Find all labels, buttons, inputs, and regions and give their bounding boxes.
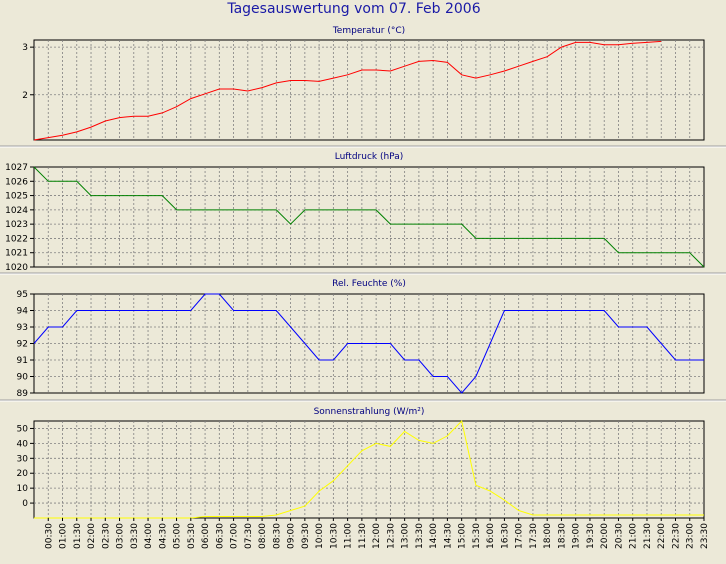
x-tick-label: 19:00 xyxy=(572,523,582,549)
x-tick-label: 06:30 xyxy=(215,523,225,549)
y-tick-label: 1025 xyxy=(5,192,28,202)
x-tick-label: 19:30 xyxy=(586,523,596,549)
plot-area xyxy=(33,39,705,141)
y-tick-label: 1027 xyxy=(5,163,28,173)
x-tick-label: 07:00 xyxy=(230,523,240,549)
x-tick-label: 06:00 xyxy=(201,523,211,549)
panel-title: Rel. Feuchte (%) xyxy=(332,279,406,289)
x-tick-label: 02:00 xyxy=(87,523,97,549)
y-tick-label: 94 xyxy=(17,307,29,317)
x-tick-label: 21:00 xyxy=(629,523,639,549)
y-tick-label: 1022 xyxy=(5,234,28,244)
x-tick-label: 03:30 xyxy=(130,523,140,549)
x-tick-label: 12:30 xyxy=(386,523,396,549)
y-tick-label: 40 xyxy=(17,439,29,449)
panel-title: Luftdruck (hPa) xyxy=(335,152,404,162)
x-tick-label: 14:00 xyxy=(429,523,439,549)
x-tick-label: 05:30 xyxy=(187,523,197,549)
y-tick-label: 1021 xyxy=(5,249,28,259)
plot-area xyxy=(33,166,705,268)
y-tick-label: 89 xyxy=(17,389,29,399)
panel-luftdruck-hpa: Luftdruck (hPa) 1020 1021 1022 1023 1024 1025 1… xyxy=(0,152,726,275)
panel-title: Temperatur (°C) xyxy=(332,26,405,36)
series-line-luftdruck-hpa xyxy=(33,166,705,268)
y-tick-label: 50 xyxy=(17,424,29,434)
x-tick-label: 11:00 xyxy=(344,523,354,549)
x-tick-label: 17:30 xyxy=(529,523,539,549)
plot-area xyxy=(33,420,705,519)
series-line-rel-feuchte xyxy=(33,293,704,394)
x-tick-label: 18:30 xyxy=(557,523,567,549)
y-tick-label: 90 xyxy=(17,373,29,383)
x-tick-label: 02:30 xyxy=(101,523,111,549)
x-tick-label: 01:30 xyxy=(73,523,83,549)
panel-rel-feuchte: Rel. Feuchte (%) 89 90 91 92 93 94 95 xyxy=(0,279,726,402)
time-axis: 00:30 01:00 01:30 02:00 02:30 03:00 03:30 04:00… xyxy=(44,518,710,549)
x-tick-label: 17:00 xyxy=(515,523,525,549)
x-tick-label: 14:30 xyxy=(443,523,453,549)
main-title: Tagesauswertung vom 07. Feb 2006 xyxy=(226,1,480,17)
x-tick-label: 09:00 xyxy=(287,523,297,549)
x-tick-label: 20:30 xyxy=(614,523,624,549)
x-tick-label: 18:00 xyxy=(543,523,553,549)
x-tick-label: 03:00 xyxy=(116,523,126,549)
x-tick-label: 15:30 xyxy=(472,523,482,549)
x-tick-label: 16:00 xyxy=(486,523,496,549)
x-tick-label: 00:30 xyxy=(44,523,54,549)
x-tick-label: 16:30 xyxy=(500,523,510,549)
y-tick-label: 95 xyxy=(17,290,28,300)
x-tick-label: 22:00 xyxy=(657,523,667,549)
x-tick-label: 12:00 xyxy=(372,523,382,549)
x-tick-label: 08:00 xyxy=(258,523,268,549)
y-tick-label: 1023 xyxy=(5,220,28,230)
y-tick-label: 92 xyxy=(17,340,28,350)
x-tick-label: 13:00 xyxy=(401,523,411,549)
y-tick-label: 1020 xyxy=(5,263,28,273)
y-tick-label: 30 xyxy=(17,454,29,464)
y-tick-label: 0 xyxy=(22,499,28,509)
series-line-sonnenstrahlung-w-m xyxy=(34,419,704,519)
x-tick-label: 04:30 xyxy=(158,523,168,549)
y-tick-label: 10 xyxy=(17,484,29,494)
x-tick-label: 22:30 xyxy=(671,523,681,549)
y-tick-label: 20 xyxy=(17,469,29,479)
x-tick-label: 04:00 xyxy=(144,523,154,549)
x-tick-label: 15:00 xyxy=(458,523,468,549)
panel-sonnenstrahlung-w-m: Sonnenstrahlung (W/m²) 0 10 20 30 40 50 xyxy=(17,407,705,519)
x-tick-label: 10:30 xyxy=(329,523,339,549)
x-tick-label: 11:30 xyxy=(358,523,368,549)
y-tick-label: 91 xyxy=(17,356,28,366)
y-tick-label: 1026 xyxy=(5,177,28,187)
y-tick-label: 2 xyxy=(22,91,28,101)
x-tick-label: 07:30 xyxy=(244,523,254,549)
y-tick-label: 3 xyxy=(22,43,28,53)
y-tick-label: 93 xyxy=(17,323,28,333)
x-tick-label: 05:00 xyxy=(173,523,183,549)
x-tick-label: 21:30 xyxy=(643,523,653,549)
panel-temperatur-c: Temperatur (°C) 2 3 xyxy=(0,26,726,148)
x-tick-label: 23:30 xyxy=(700,523,710,549)
x-tick-label: 10:00 xyxy=(315,523,325,549)
x-tick-label: 20:00 xyxy=(600,523,610,549)
y-tick-label: 1024 xyxy=(5,206,28,216)
x-tick-label: 01:00 xyxy=(59,523,69,549)
x-tick-label: 13:30 xyxy=(415,523,425,549)
x-tick-label: 09:30 xyxy=(301,523,311,549)
x-tick-label: 08:30 xyxy=(272,523,282,549)
x-tick-label: 23:00 xyxy=(686,523,696,549)
series-line-temperatur-c xyxy=(33,40,662,141)
panel-title: Sonnenstrahlung (W/m²) xyxy=(314,407,425,417)
